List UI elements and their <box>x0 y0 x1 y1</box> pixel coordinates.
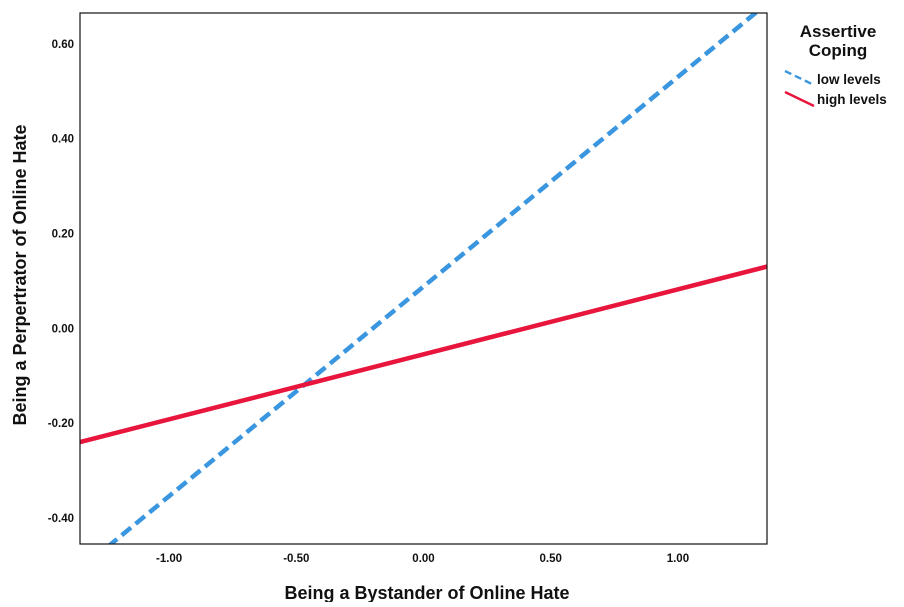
legend-swatch-high-levels <box>784 90 815 108</box>
x-axis-title: Being a Bystander of Online Hate <box>284 583 569 602</box>
y-tick-label: 0.60 <box>52 39 74 51</box>
x-axis: -1.00 -0.50 0.00 0.50 1.00 <box>156 553 689 565</box>
y-axis-title: Being a Perpertrator of Online Hate <box>10 124 30 425</box>
y-tick-label: 0.20 <box>52 229 74 241</box>
legend-title-line-1: Assertive <box>800 22 877 41</box>
x-tick-label: -0.50 <box>283 553 309 565</box>
series-layer <box>80 13 767 544</box>
series-line-high-levels <box>80 264 767 445</box>
x-tick-label: 0.50 <box>540 553 562 565</box>
x-tick-label: 0.00 <box>412 553 434 565</box>
x-tick-label: -1.00 <box>156 553 182 565</box>
legend-label-low-levels: low levels <box>817 72 881 87</box>
x-tick-label: 1.00 <box>667 553 689 565</box>
legend-swatch-low-levels <box>784 69 815 87</box>
y-tick-label: -0.20 <box>48 418 74 430</box>
legend-label-high-levels: high levels <box>817 92 887 107</box>
y-tick-label: 0.40 <box>52 134 74 146</box>
y-tick-label: 0.00 <box>52 323 74 335</box>
y-tick-label: -0.40 <box>48 513 74 525</box>
y-axis: -0.40 -0.20 0.00 0.20 0.40 0.60 <box>48 39 74 525</box>
legend-title-line-2: Coping <box>809 41 868 60</box>
plot-frame <box>79 12 768 545</box>
series-line-low-levels <box>107 13 760 544</box>
legend: Assertive Coping low levels high levels <box>784 22 887 108</box>
